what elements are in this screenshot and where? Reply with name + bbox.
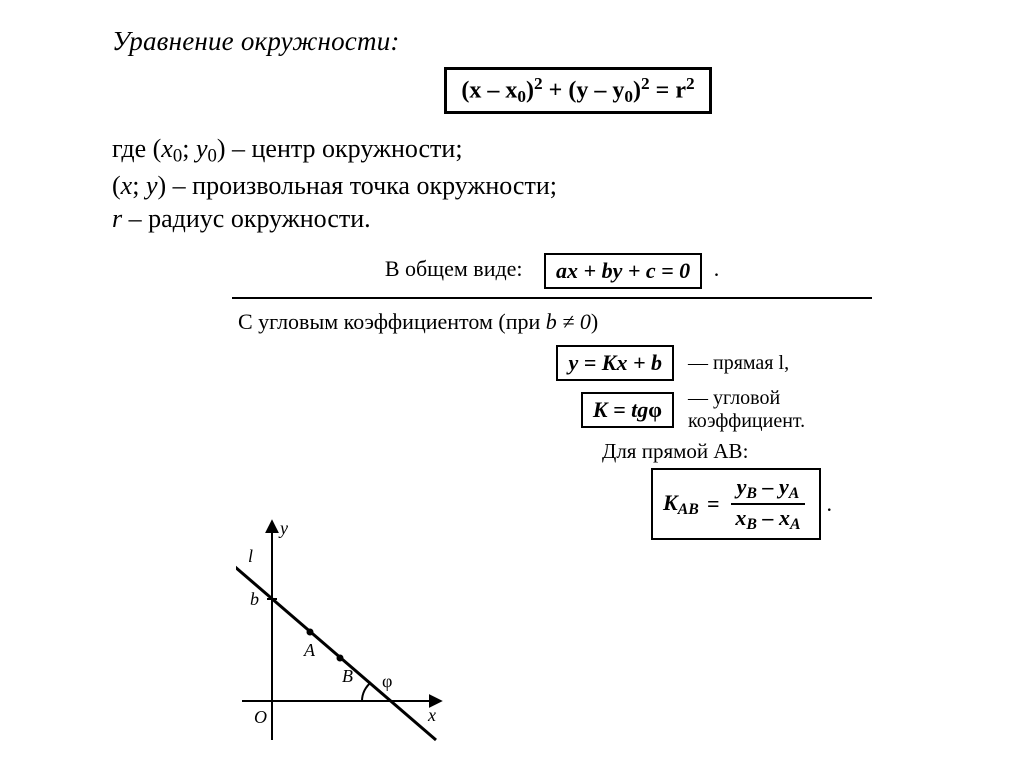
where-sep: ; xyxy=(182,134,196,163)
num-ya-v: y xyxy=(779,474,789,499)
general-label: В общем виде: xyxy=(385,256,523,281)
exp1: 2 xyxy=(534,74,543,93)
circle-equation-box: (x – x0)2 + (y – y0)2 = r2 xyxy=(444,67,711,114)
kab-frac: yB – yA xB – xA xyxy=(731,474,804,534)
k-eq-box: K = tgφ xyxy=(581,392,674,428)
line-graph: y x Ol b A Bφ xyxy=(236,516,446,751)
exp3: 2 xyxy=(686,74,695,93)
where-line2: (x; y) – произвольная точка окружности; xyxy=(112,171,557,200)
where-line3: r – радиус окружности. xyxy=(112,204,371,233)
where-pre: где ( xyxy=(112,134,161,163)
sub-x0: 0 xyxy=(517,87,526,106)
section-heading: Уравнение окружности: xyxy=(112,26,914,57)
circle-equation-row: (x – x0)2 + (y – y0)2 = r2 xyxy=(242,67,914,114)
kab-sub: AB xyxy=(678,501,699,518)
general-eq-box: ax + by + c = 0 xyxy=(544,253,702,289)
den-xb-s: B xyxy=(746,516,757,533)
lower-block: В общем виде: ax + by + c = 0 . С угловы… xyxy=(232,253,872,540)
kab-K: K xyxy=(663,490,678,515)
note-pre: — прямая xyxy=(688,352,779,374)
period2: . xyxy=(827,491,833,517)
line-eq-box: y = Kx + b xyxy=(556,345,674,381)
note-comma: , xyxy=(784,352,789,374)
forline-ab: AB xyxy=(713,439,742,463)
svg-text:x: x xyxy=(427,705,436,725)
divider xyxy=(232,297,872,299)
where-block: где (x0; y0) – центр окружности; (x; y) … xyxy=(112,132,914,235)
where-y0: 0 xyxy=(207,146,216,167)
where-x0: 0 xyxy=(173,146,182,167)
slope-cond: b ≠ 0 xyxy=(546,309,591,334)
svg-text:b: b xyxy=(250,589,259,609)
forline-colon: : xyxy=(743,439,749,463)
period1: . xyxy=(714,256,720,281)
var-y2: y xyxy=(612,78,624,104)
slope-pre: С угловым коэффициентом (при xyxy=(238,309,546,334)
var-r: r xyxy=(675,78,686,104)
slope-heading: С угловым коэффициентом (при b ≠ 0) xyxy=(238,309,872,335)
num-yb-s: B xyxy=(746,485,757,502)
k-eq-row: K = tgφ — угловой коэффициент. xyxy=(232,387,858,433)
svg-text:A: A xyxy=(303,640,316,660)
forline-pre: Для прямой xyxy=(602,439,713,463)
svg-text:y: y xyxy=(278,518,288,538)
den-xb-v: x xyxy=(735,505,746,530)
svg-text:φ: φ xyxy=(382,671,392,691)
exp2: 2 xyxy=(641,74,650,93)
den-xa-s: A xyxy=(790,516,801,533)
where-x: x xyxy=(161,134,173,163)
general-form-row: В общем виде: ax + by + c = 0 . xyxy=(232,253,872,289)
var-x2: x xyxy=(505,78,517,104)
num-yb-v: y xyxy=(737,474,747,499)
line-note: — прямая l, xyxy=(688,352,858,375)
k-note: — угловой коэффициент. xyxy=(688,387,858,433)
var-x: x xyxy=(469,78,481,104)
num-ya-s: A xyxy=(789,485,800,502)
for-line-label: Для прямой AB: xyxy=(602,439,872,464)
line-eq-row: y = Kx + b — прямая l, xyxy=(232,345,858,381)
kab-box: KAB = yB – yA xB – xA xyxy=(651,468,820,540)
var-y: y xyxy=(576,78,588,104)
sub-y0: 0 xyxy=(624,87,633,106)
svg-text:B: B xyxy=(342,666,353,686)
where-post1: ) – центр окружности; xyxy=(217,134,463,163)
slope-post: ) xyxy=(591,309,598,334)
graph-svg: y x Ol b A Bφ xyxy=(236,516,446,746)
svg-text:l: l xyxy=(248,546,253,566)
where-y: y xyxy=(196,134,208,163)
svg-text:O: O xyxy=(254,707,267,727)
den-xa-v: x xyxy=(779,505,790,530)
